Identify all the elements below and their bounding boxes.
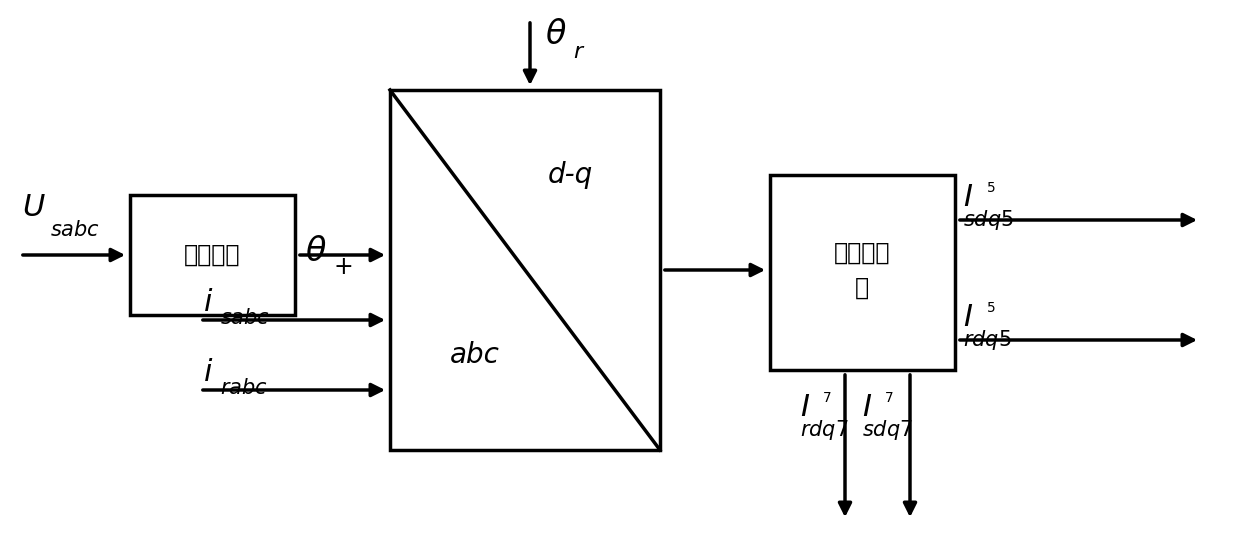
Text: $\mathit{rdq7}$: $\mathit{rdq7}$ [800, 418, 848, 442]
Bar [770, 175, 955, 370]
Text: $\mathit{i}$: $\mathit{i}$ [203, 358, 213, 387]
Text: $\mathit{rabc}$: $\mathit{rabc}$ [219, 378, 268, 398]
Text: abc: abc [450, 341, 500, 369]
Text: $\mathit{sabc}$: $\mathit{sabc}$ [219, 308, 270, 328]
Text: 频率检波: 频率检波 [184, 243, 241, 267]
Text: $^5$: $^5$ [986, 303, 996, 322]
Text: $+$: $+$ [334, 255, 352, 279]
Text: $\mathit{\theta}$: $\mathit{\theta}$ [305, 235, 327, 268]
Text: $^7$: $^7$ [822, 393, 832, 412]
Text: 陷波滤波
器: 陷波滤波 器 [833, 240, 890, 300]
Text: $\mathit{I}$: $\mathit{I}$ [963, 183, 973, 212]
Text: $\mathit{\theta}$: $\mathit{\theta}$ [546, 18, 567, 51]
Text: $\mathit{i}$: $\mathit{i}$ [203, 288, 213, 317]
Text: $^7$: $^7$ [884, 393, 894, 412]
Text: $\mathit{U}$: $\mathit{U}$ [22, 193, 46, 222]
Text: $\mathit{I}$: $\mathit{I}$ [963, 303, 973, 332]
Bar [391, 90, 660, 450]
Text: d-q: d-q [547, 161, 593, 189]
Text: $\mathit{r}$: $\mathit{r}$ [573, 42, 585, 62]
Text: $\mathit{sabc}$: $\mathit{sabc}$ [50, 220, 100, 240]
Bar [130, 195, 295, 315]
Text: $\mathit{I}$: $\mathit{I}$ [862, 393, 872, 422]
Text: $^5$: $^5$ [986, 183, 996, 202]
Text: $\mathit{I}$: $\mathit{I}$ [800, 393, 810, 422]
Text: $\mathit{sdq7}$: $\mathit{sdq7}$ [862, 418, 913, 442]
Text: $\mathit{rdq5}$: $\mathit{rdq5}$ [963, 328, 1012, 352]
Text: $\mathit{sdq5}$: $\mathit{sdq5}$ [963, 208, 1014, 232]
